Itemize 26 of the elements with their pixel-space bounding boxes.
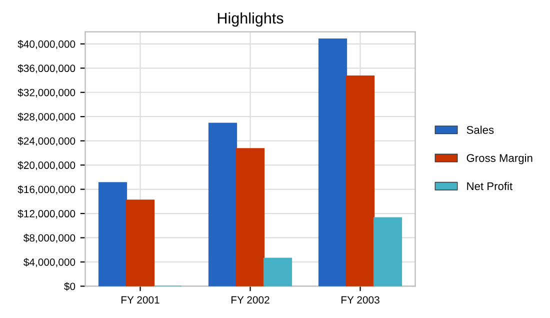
bar: [318, 38, 348, 286]
x-tick-label: FY 2002: [232, 296, 270, 304]
y-tick-label: $8,000,000: [24, 234, 76, 243]
y-tick-label: $28,000,000: [18, 112, 76, 122]
bar: [373, 217, 402, 286]
x-tick-label: FY 2003: [342, 296, 380, 304]
chart-title: Highlights: [218, 12, 284, 27]
y-tick-label: $40,000,000: [18, 40, 76, 50]
y-tick-label: $20,000,000: [18, 161, 76, 170]
y-tick-label: $32,000,000: [18, 88, 76, 98]
legend-label: Sales: [466, 126, 494, 134]
y-tick-label: $12,000,000: [18, 210, 76, 219]
bar: [346, 75, 375, 286]
y-tick-label: $16,000,000: [18, 185, 76, 194]
bar: [236, 148, 265, 286]
x-tick-label: FY 2001: [122, 296, 160, 304]
y-tick-label: $24,000,000: [18, 136, 76, 146]
bar: [98, 182, 128, 286]
legend-label: Net Profit: [467, 182, 512, 190]
bar: [263, 258, 292, 286]
bar: [126, 200, 155, 286]
legend-label: Gross Margin: [466, 154, 532, 164]
bar: [208, 122, 238, 286]
y-tick-label: $36,000,000: [18, 64, 76, 74]
y-tick-label: $0: [64, 282, 76, 291]
y-tick-label: $4,000,000: [24, 258, 76, 268]
